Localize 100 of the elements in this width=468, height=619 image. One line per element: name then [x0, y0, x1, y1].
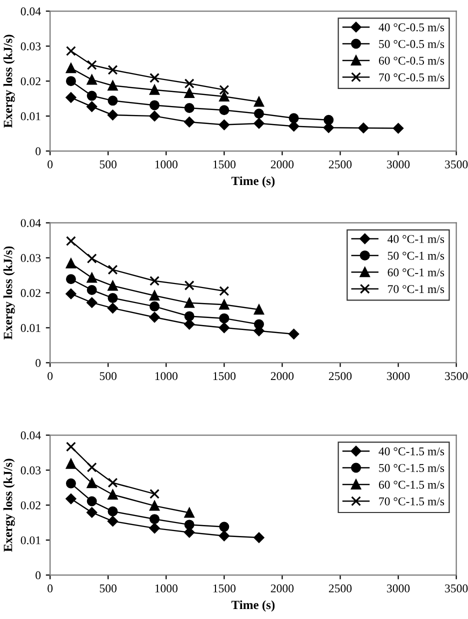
y-tick-label: 0.03	[20, 254, 41, 262]
point	[219, 105, 230, 116]
point	[108, 64, 118, 75]
x-axis-title: Time (s)	[231, 176, 275, 188]
point	[254, 108, 264, 119]
legend-label: 70 °C-1 m/s	[388, 285, 444, 294]
x-tick-label: 3500	[445, 584, 468, 592]
point	[150, 500, 160, 511]
point	[66, 236, 76, 246]
point	[184, 116, 195, 128]
point	[66, 63, 76, 74]
legend-label: 50 °C-0.5 m/s	[379, 40, 444, 48]
legend-label: 60 °C-1 m/s	[388, 268, 444, 276]
point	[254, 532, 264, 543]
point	[184, 311, 194, 322]
x-tick-label: 1500	[213, 372, 236, 380]
legend-label: 40 °C-0.5 m/s	[378, 23, 444, 32]
y-tick-label: 0.01	[20, 112, 40, 120]
point	[149, 522, 160, 534]
point	[150, 301, 160, 312]
point	[184, 319, 195, 330]
y-tick-label: 0.01	[20, 324, 40, 332]
y-tick-label: 0.02	[20, 289, 40, 298]
point	[393, 123, 404, 134]
point	[288, 113, 299, 124]
x-tick-label: 2500	[328, 584, 352, 592]
point	[86, 462, 97, 472]
legend-label: 60 °C-1.5 m/s	[378, 480, 444, 489]
point	[150, 84, 160, 95]
point	[150, 276, 160, 286]
point	[86, 284, 97, 295]
point	[254, 96, 264, 107]
x-tick-label: 2500	[328, 372, 352, 380]
y-tick-label: 0.02	[20, 501, 40, 510]
x-tick-label: 3500	[445, 160, 468, 168]
point	[86, 60, 97, 70]
x-tick-label: 500	[100, 584, 117, 592]
point	[108, 80, 118, 91]
y-axis-title: Exergy loss (kJ/s)	[3, 458, 15, 552]
y-tick-label: 0.04	[20, 7, 41, 16]
point	[219, 91, 230, 102]
x-tick-label: 500	[100, 160, 117, 168]
y-tick-label: 0.02	[20, 77, 40, 86]
x-tick-label: 2500	[328, 160, 352, 168]
point	[184, 103, 194, 114]
legend-label: 50 °C-1.5 m/s	[379, 464, 444, 472]
legend-label: 40 °C-1.5 m/s	[378, 447, 444, 456]
point	[66, 76, 76, 86]
point	[254, 304, 264, 315]
point	[184, 280, 194, 290]
x-tick-label: 2000	[270, 584, 294, 592]
point	[66, 478, 76, 488]
x-tick-label: 1000	[155, 372, 178, 380]
point	[108, 478, 118, 488]
point	[66, 494, 76, 504]
x-tick-label: 1000	[155, 160, 178, 168]
point	[184, 78, 194, 89]
point	[218, 120, 230, 130]
legend-label: 70 °C-1.5 m/s	[379, 497, 444, 506]
point	[184, 298, 194, 308]
x-tick-label: 1500	[213, 584, 236, 592]
point	[108, 280, 118, 291]
x-tick-label: 0	[48, 584, 53, 592]
point	[107, 516, 118, 526]
point	[86, 478, 97, 488]
point	[254, 319, 264, 330]
y-axis-title: Exergy loss (kJ/s)	[3, 34, 15, 128]
point	[150, 290, 160, 301]
y-tick-label: 0.01	[20, 536, 40, 544]
x-tick-label: 1000	[155, 584, 178, 592]
point	[66, 46, 76, 56]
x-tick-label: 3000	[387, 372, 410, 380]
point	[150, 72, 160, 83]
point	[358, 122, 369, 134]
x-tick-label: 0	[48, 160, 53, 168]
legend-label: 70 °C-0.5 m/s	[379, 73, 444, 82]
point	[288, 328, 300, 340]
point	[108, 506, 118, 516]
point	[150, 488, 160, 499]
point	[219, 300, 230, 310]
point	[219, 313, 230, 324]
point	[86, 496, 97, 506]
y-axis-title: Exergy loss (kJ/s)	[3, 246, 15, 340]
x-tick-label: 2000	[270, 160, 294, 168]
point	[219, 286, 230, 296]
point	[150, 100, 160, 110]
point	[150, 514, 160, 524]
point	[108, 96, 118, 106]
y-tick-label: 0	[36, 358, 41, 367]
y-tick-label: 0	[36, 147, 41, 156]
point	[86, 74, 97, 85]
point	[86, 297, 98, 308]
point	[218, 530, 230, 542]
point	[219, 522, 230, 532]
y-tick-label: 0.04	[20, 219, 41, 228]
point	[108, 490, 118, 500]
x-tick-label: 3500	[445, 372, 468, 380]
point	[184, 88, 194, 98]
point	[86, 90, 97, 101]
x-tick-label: 0	[48, 372, 53, 380]
